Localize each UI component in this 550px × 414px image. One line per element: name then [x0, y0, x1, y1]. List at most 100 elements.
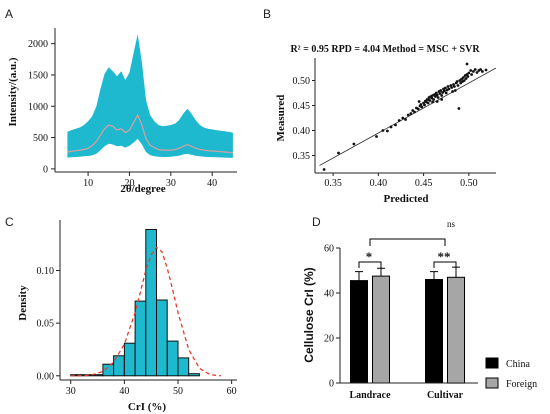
panel-b-point: [443, 86, 447, 90]
panel-b-point: [375, 135, 378, 138]
legend-label-foreign: Foreign: [506, 379, 537, 390]
panel-b-point: [447, 87, 451, 91]
panel-c-plot-area: 30 40 50 60 0.00 0.05 0.10: [37, 220, 237, 397]
panel-b-point: [419, 103, 423, 106]
panel-d-sig-bracket: [358, 261, 382, 268]
panel-b-point: [484, 68, 488, 72]
panel-b-point: [462, 76, 465, 79]
panel-c-y-tick-label: 0.05: [37, 319, 55, 330]
panel-a-x-tick-label: 20: [124, 178, 134, 189]
panel-b-point: [462, 79, 466, 82]
panel-d-sig-bracket: [433, 261, 457, 268]
panel-d-y-label: Cellulose CrI (%): [302, 267, 316, 362]
panel-d-plot-area: Landrace Cultivar 0 20 40 60: [324, 238, 478, 401]
panel-d-bar-foreign: [372, 275, 390, 384]
panel-b-x-tick-label: 0.35: [324, 178, 342, 189]
panel-b-y-tick-label: 0.35: [293, 151, 311, 162]
panel-a-xrd-chart: 10 20 30 40 0 500 1000 1500 2000 2θ/degree Inten…: [7, 28, 237, 195]
panel-b-point: [431, 100, 434, 104]
panel-b-point: [443, 89, 446, 93]
panel-b-scatter-chart: R² = 0.95 RPD = 4.04 Method = MSC + SVR …: [275, 44, 497, 205]
panel-c-histogram-bar: [123, 342, 136, 377]
panel-b-point: [397, 119, 401, 122]
panel-a-y-label: Intensity/(a.u.): [7, 57, 19, 126]
panel-c-histogram-bar: [188, 373, 200, 377]
panel-b-y-tick-label: 0.40: [293, 126, 311, 137]
panel-c-y-label: Density: [17, 285, 29, 321]
panel-b-point: [453, 85, 456, 88]
panel-b-point: [430, 96, 434, 100]
panel-b-point: [453, 89, 457, 92]
panel-d-y-tick-label: 60: [324, 244, 334, 255]
panel-b-point: [470, 73, 473, 76]
panel-b-x-label: Predicted: [383, 193, 428, 205]
panel-b-point: [401, 116, 405, 120]
panel-b-point: [352, 142, 356, 146]
panel-c-histogram-bar: [166, 340, 179, 377]
panel-b-point: [389, 125, 393, 129]
panel-a-plot-area: 10 20 30 40 0 500 1000 1500 2000: [28, 28, 237, 189]
panel-d-y-tick-label: 20: [324, 334, 334, 345]
panel-b-point: [469, 69, 473, 72]
panel-c-histogram-bar: [134, 300, 147, 377]
panel-b-point: [409, 112, 413, 115]
panel-b-point: [455, 80, 459, 83]
panel-b-point: [416, 107, 420, 111]
panel-b-point: [426, 98, 430, 101]
panel-c-histogram: 30 40 50 60 0.00 0.05 0.10 CrI (%) Density: [17, 220, 237, 413]
panel-b-point: [432, 98, 435, 101]
panel-d-bar-china: [425, 279, 443, 384]
legend-label-china: China: [506, 359, 530, 370]
panel-b-plot-area: 0.35 0.40 0.45 0.50 0.35 0.40 0.45 0.50: [293, 58, 497, 189]
panel-a-x-tick-label: 40: [207, 178, 217, 189]
panel-a-y-tick-label: 0: [43, 164, 48, 175]
panel-a-y-tick-label: 500: [33, 133, 48, 144]
panel-b-point: [465, 62, 469, 66]
panel-b-point: [404, 118, 407, 121]
panel-letter-d: D: [312, 215, 321, 229]
panel-b-point: [467, 71, 471, 75]
panel-b-point: [457, 107, 461, 110]
panel-d-legend: China Foreign: [485, 357, 537, 390]
panel-d-category-label: Landrace: [349, 390, 391, 401]
panel-a-y-tick-label: 1500: [28, 70, 48, 81]
panel-d-cultivar-stars: **: [438, 249, 451, 264]
panel-b-point: [439, 89, 443, 92]
panel-c-y-tick-label: 0.10: [37, 266, 55, 277]
panel-b-point: [406, 113, 410, 117]
panel-b-point: [472, 70, 475, 73]
panel-b-point: [435, 100, 439, 103]
panel-d-category-label: Cultivar: [427, 390, 464, 401]
panel-b-y-label: Measured: [275, 95, 287, 142]
panel-c-x-tick-label: 50: [173, 386, 183, 397]
panel-letter-c: C: [5, 215, 14, 229]
panel-d-bar-foreign: [447, 276, 465, 384]
panel-d-y-tick-label: 0: [329, 379, 334, 390]
panel-b-point: [475, 71, 479, 74]
panel-b-point: [426, 101, 430, 105]
panel-b-y-tick-label: 0.50: [293, 76, 311, 87]
panel-c-x-tick-label: 60: [227, 386, 237, 397]
panel-b-x-tick-label: 0.50: [460, 178, 478, 189]
panel-c-x-label: CrI (%): [128, 401, 167, 413]
panel-b-point: [464, 77, 468, 80]
panel-b-point: [450, 86, 454, 89]
panel-b-point: [322, 168, 326, 171]
panel-b-y-tick-label: 0.45: [293, 101, 311, 112]
panel-c-density-curve: [70, 246, 221, 377]
panel-b-point: [386, 129, 389, 133]
panel-b-point: [466, 75, 470, 78]
panel-b-point: [456, 84, 460, 87]
panel-a-x-tick-label: 30: [166, 178, 176, 189]
legend-swatch-foreign: [485, 377, 499, 389]
panel-d-y-tick-label: 40: [324, 289, 334, 300]
panel-b-point: [451, 90, 454, 93]
panel-b-point: [481, 70, 484, 73]
panel-b-point: [381, 129, 385, 132]
panel-b-point: [435, 93, 439, 97]
xrd-mean-line: [67, 113, 233, 154]
panel-a-x-tick-label: 10: [83, 178, 93, 189]
panel-b-point: [420, 105, 424, 109]
panel-c-x-tick-label: 30: [66, 386, 76, 397]
